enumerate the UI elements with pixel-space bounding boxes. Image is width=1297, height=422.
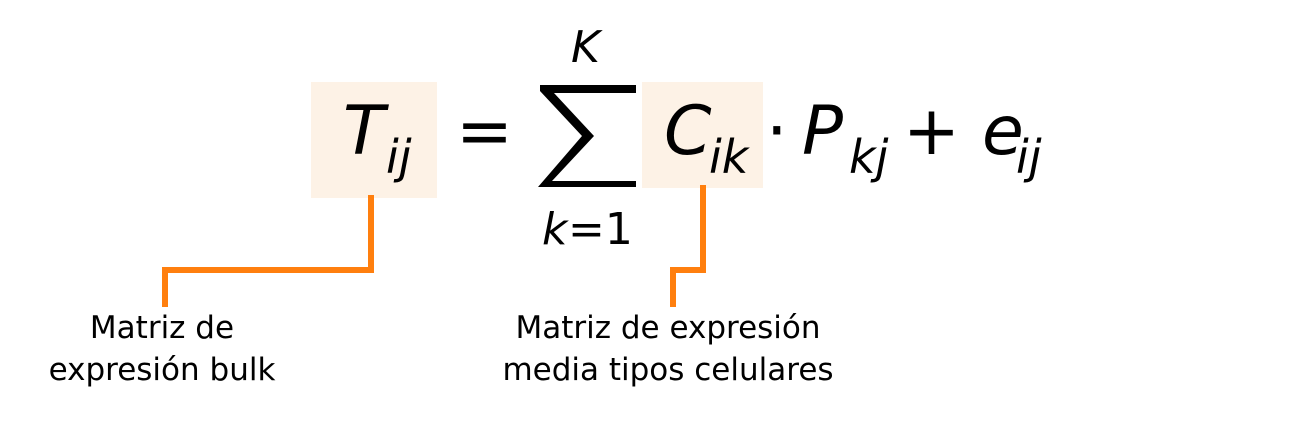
summation-icon	[538, 85, 636, 187]
c-symbol: C	[664, 92, 712, 171]
celltype-label-line1: Matriz de expresión	[515, 310, 821, 346]
t-highlight-box	[311, 82, 437, 198]
c-subscript: ik	[709, 130, 749, 184]
p-symbol: P	[802, 92, 844, 171]
celltype-connector-line	[670, 185, 706, 307]
p-subscript: kj	[849, 130, 889, 184]
dot-operator: ·	[766, 92, 788, 171]
sum-lower-index: k	[542, 204, 568, 255]
t-subscript: ij	[386, 130, 412, 184]
plus-sign: +	[903, 92, 960, 171]
celltype-label-line2: media tipos celulares	[502, 352, 834, 388]
sum-upper-limit: K	[571, 22, 600, 73]
e-subscript: ij	[1016, 130, 1042, 184]
bulk-matrix-label: Matriz de expresión bulk	[22, 307, 302, 391]
equals-sign: =	[456, 92, 513, 171]
e-symbol: e	[982, 92, 1024, 171]
bulk-label-line2: expresión bulk	[48, 352, 276, 388]
c-highlight-box	[642, 82, 763, 188]
bulk-connector-line	[162, 195, 374, 307]
bulk-label-line1: Matriz de	[89, 310, 235, 346]
celltype-matrix-label: Matriz de expresión media tipos celulare…	[458, 307, 878, 391]
t-symbol: T	[343, 92, 385, 171]
sum-lower-equals: =1	[568, 204, 633, 255]
